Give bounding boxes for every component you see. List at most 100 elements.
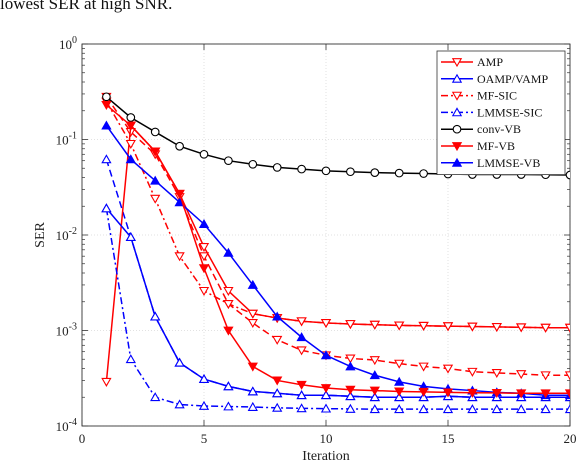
data-point [540, 323, 551, 333]
data-point [442, 322, 454, 332]
data-point [175, 141, 184, 151]
data-point [565, 170, 570, 180]
x-tick-label: 20 [564, 431, 577, 446]
legend-label: conv-VB [477, 122, 521, 136]
data-point [125, 232, 136, 242]
legend-label: LMMSE-VB [477, 156, 540, 170]
legend-item: OAMP/VAMP [441, 72, 548, 86]
y-axis-label: SER [33, 222, 48, 248]
data-point [272, 376, 283, 386]
data-point [223, 381, 234, 391]
legend: AMP OAMP/VAMP MF-SIC LMMSE-SIC conv-VB MF-VB L… [436, 50, 566, 175]
data-point [467, 404, 478, 414]
data-point [150, 392, 161, 402]
data-point [451, 142, 463, 152]
legend-item: LMMSE-SIC [441, 105, 542, 119]
data-point [223, 286, 234, 296]
x-tick-label: 10 [320, 431, 333, 446]
data-point [369, 370, 380, 380]
legend-item: MF-VB [441, 139, 515, 153]
legend-label: OAMP/VAMP [477, 72, 548, 86]
data-point [369, 386, 380, 396]
data-point [247, 362, 258, 372]
data-point [320, 403, 332, 413]
data-point [321, 166, 331, 176]
data-point [247, 319, 258, 329]
series-line [105, 123, 570, 382]
caption-text: lowest SER at high SNR. [0, 0, 173, 13]
data-point [125, 154, 136, 164]
data-point [198, 219, 210, 229]
data-point [394, 168, 404, 178]
data-point [564, 323, 570, 333]
data-point [296, 346, 307, 356]
data-point [198, 264, 210, 274]
data-point [540, 389, 551, 399]
data-point [394, 404, 405, 414]
data-point [272, 388, 283, 398]
data-point [451, 91, 463, 101]
data-point [564, 389, 570, 399]
data-point [101, 101, 112, 111]
legend-label: MF-SIC [477, 89, 517, 103]
data-point [247, 386, 258, 396]
data-point [418, 392, 429, 402]
data-point [451, 73, 463, 83]
plot-frame [81, 43, 571, 427]
data-point [467, 322, 478, 332]
data-point [198, 400, 210, 410]
data-point [223, 247, 234, 257]
data-point [516, 404, 527, 414]
data-point [394, 321, 405, 331]
y-tick-label: 10-1 [56, 131, 77, 148]
data-point [418, 404, 429, 414]
data-point [272, 402, 283, 412]
data-point [467, 367, 478, 377]
data-point [102, 92, 111, 102]
data-point [394, 392, 405, 402]
data-point [248, 159, 258, 169]
data-point [451, 157, 463, 167]
data-point [345, 391, 356, 401]
series-oamp-vamp [101, 203, 570, 402]
data-point [272, 311, 283, 321]
legend-label: LMMSE-SIC [477, 105, 542, 119]
data-point [150, 147, 161, 157]
data-point [369, 320, 380, 330]
data-point [418, 321, 429, 331]
data-point [442, 388, 454, 398]
data-point [223, 401, 234, 411]
data-point [345, 361, 356, 371]
data-point [491, 404, 502, 414]
data-point [247, 401, 258, 411]
data-point [491, 389, 502, 399]
data-point [174, 399, 185, 409]
series-lmmse-sic [101, 203, 570, 414]
data-point [297, 164, 306, 174]
data-point [223, 299, 234, 309]
data-point [101, 154, 112, 164]
data-point [223, 326, 234, 336]
data-point [126, 113, 136, 122]
data-point [320, 319, 332, 329]
data-point [198, 252, 210, 262]
data-point [369, 392, 380, 402]
x-tick-label: 15 [442, 431, 455, 446]
data-point [451, 58, 463, 68]
data-point [369, 404, 380, 414]
data-point [370, 168, 380, 177]
data-point [418, 362, 429, 372]
data-point [247, 279, 258, 289]
data-point [224, 156, 233, 166]
data-point [369, 356, 380, 366]
data-point [199, 149, 209, 159]
data-point [418, 387, 429, 397]
data-point [452, 124, 462, 134]
data-point [320, 390, 332, 400]
series-mf-vb [101, 101, 570, 399]
legend-label: AMP [477, 55, 503, 69]
data-point [101, 377, 112, 387]
data-point [345, 403, 356, 413]
data-point [150, 194, 161, 204]
